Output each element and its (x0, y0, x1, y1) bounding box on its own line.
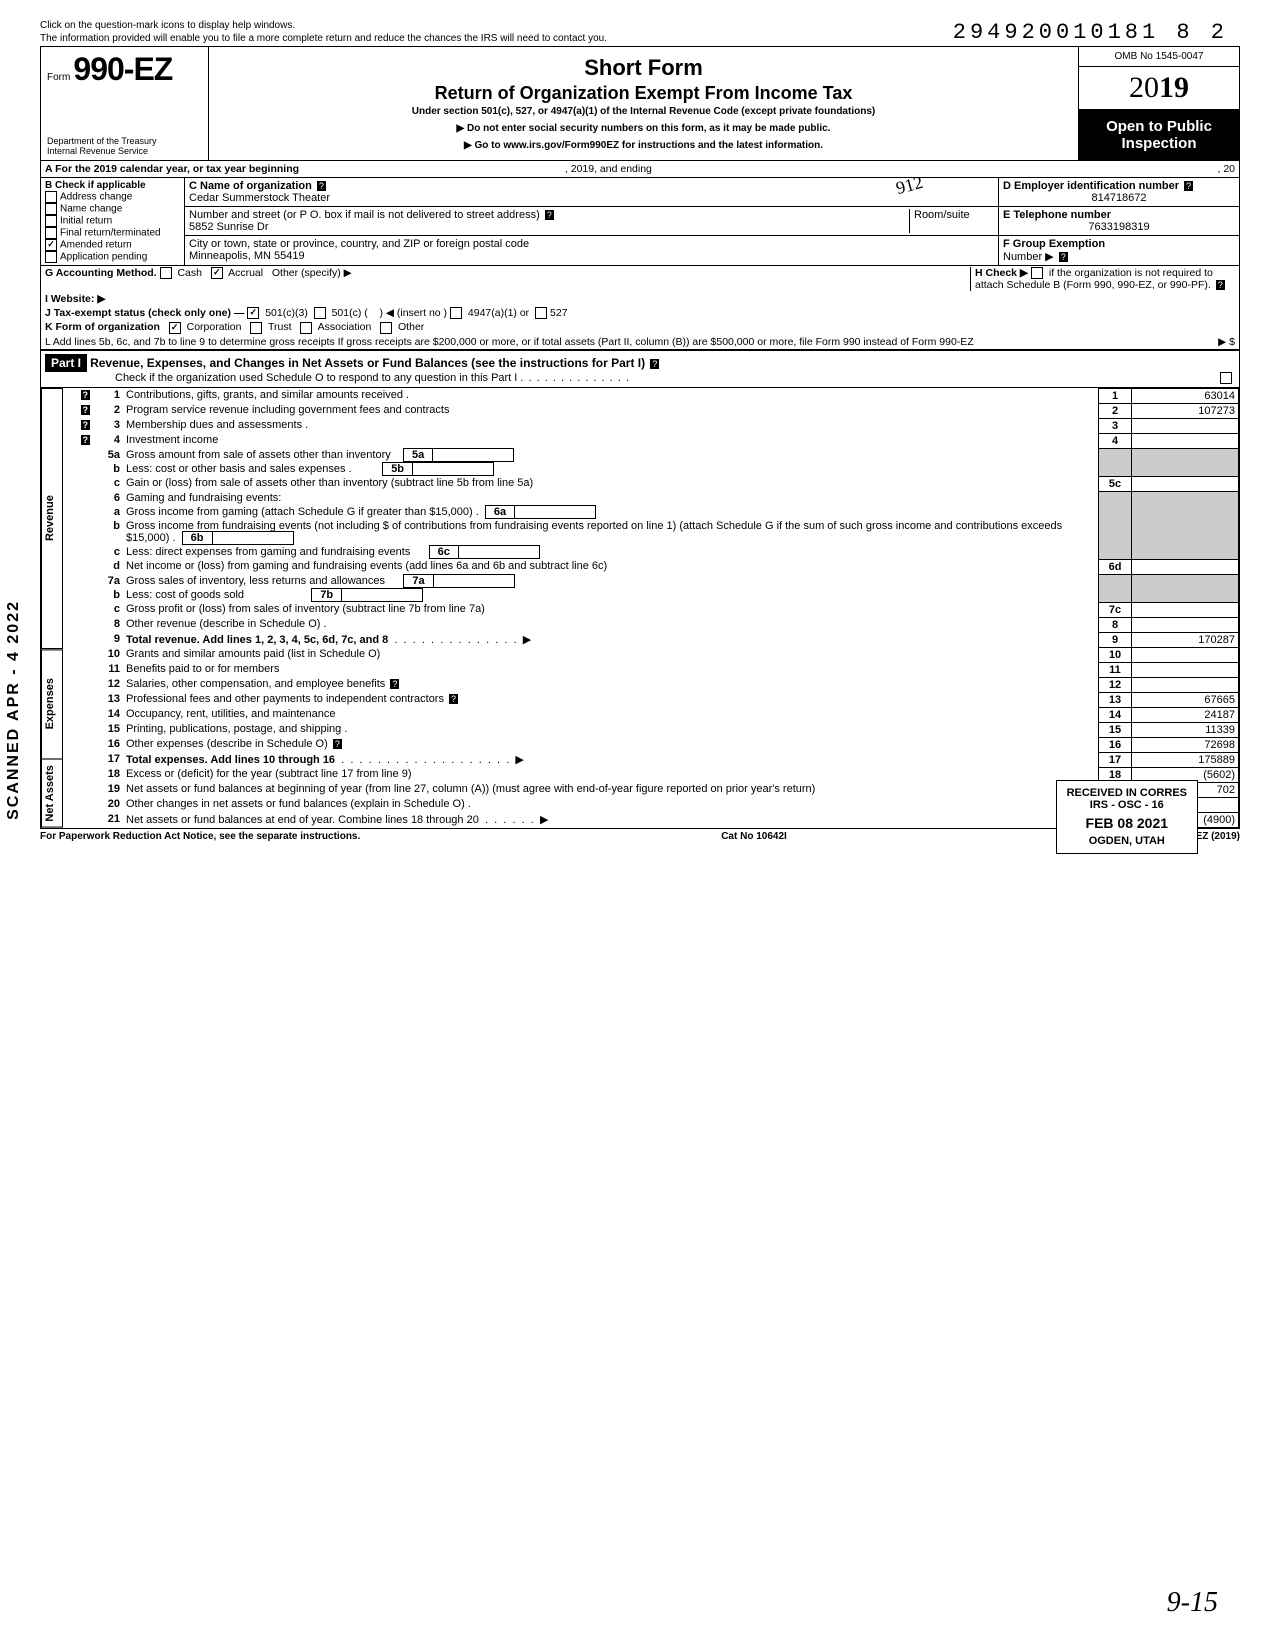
phone-value: 7633198319 (1003, 221, 1235, 233)
chk-name-change[interactable] (45, 203, 57, 215)
warning-ssn: ▶ Do not enter social security numbers o… (217, 123, 1070, 134)
scanned-stamp: SCANNED APR - 4 2022 (5, 600, 23, 820)
title-main: Return of Organization Exempt From Incom… (217, 83, 1070, 104)
section-f-group: F Group Exemption Number ▶ ? (999, 236, 1239, 265)
section-ghijkl: G Accounting Method. Cash Accrual Other … (40, 266, 1240, 350)
section-e-phone: E Telephone number 7633198319 (999, 207, 1239, 236)
omb-number: OMB No 1545-0047 (1079, 47, 1239, 67)
section-c-org-name: C Name of organization ? Cedar Summersto… (185, 178, 998, 207)
title-short-form: Short Form (217, 55, 1070, 81)
chk-501c3[interactable] (247, 307, 259, 319)
side-label-net-assets: Net Assets (41, 759, 63, 828)
form-number: 990-EZ (73, 51, 172, 87)
city-value: Minneapolis, MN 55419 (189, 250, 305, 262)
street-value: 5852 Sunrise Dr (189, 221, 269, 233)
form-label: Form (47, 72, 70, 83)
chk-other-org[interactable] (380, 322, 392, 334)
part-1-header: Part I Revenue, Expenses, and Changes in… (40, 350, 1240, 388)
chk-application-pending[interactable] (45, 251, 57, 263)
section-c-city: City or town, state or province, country… (185, 236, 998, 264)
org-name-value: Cedar Summerstock Theater (189, 192, 330, 204)
chk-address-change[interactable] (45, 191, 57, 203)
section-d-ein: D Employer identification number ? 81471… (999, 178, 1239, 207)
side-label-expenses: Expenses (41, 649, 63, 759)
chk-initial-return[interactable] (45, 215, 57, 227)
instructions-link: ▶ Go to www.irs.gov/Form990EZ for instru… (217, 140, 1070, 151)
chk-corporation[interactable] (169, 322, 181, 334)
chk-4947a1[interactable] (450, 307, 462, 319)
section-c-street: Number and street (or P O. box if mail i… (189, 209, 909, 233)
room-suite: Room/suite (909, 209, 994, 233)
chk-amended-return[interactable] (45, 239, 57, 251)
footer-mid: Cat No 10642I (721, 831, 787, 842)
part-1-body: Revenue Expenses Net Assets ?1Contributi… (40, 388, 1240, 829)
footer-left: For Paperwork Reduction Act Notice, see … (40, 831, 360, 842)
top-serial-number: 294920010181 8 2 (953, 20, 1228, 45)
chk-527[interactable] (535, 307, 547, 319)
form-header: Form 990-EZ Department of the Treasury I… (40, 46, 1240, 160)
title-sub: Under section 501(c), 527, or 4947(a)(1)… (217, 106, 1070, 117)
received-stamp: RECEIVED IN CORRES IRS - OSC - 16 FEB 08… (1056, 780, 1198, 854)
department-label: Department of the Treasury Internal Reve… (47, 136, 202, 156)
chk-final-return[interactable] (45, 227, 57, 239)
section-b-checkboxes: B Check if applicable Address change Nam… (41, 178, 185, 265)
open-to-public: Open to Public Inspection (1079, 110, 1239, 160)
chk-501c[interactable] (314, 307, 326, 319)
chk-schedule-b[interactable] (1031, 267, 1043, 279)
handwritten-note: 9-15 (1167, 1587, 1218, 1619)
lines-table: ?1Contributions, gifts, grants, and simi… (63, 388, 1239, 828)
section-a-tax-year: A For the 2019 calendar year, or tax yea… (40, 160, 1240, 178)
tax-year: 2019 (1079, 67, 1239, 110)
chk-accrual[interactable] (211, 267, 223, 279)
chk-trust[interactable] (250, 322, 262, 334)
side-label-revenue: Revenue (41, 388, 63, 649)
chk-association[interactable] (300, 322, 312, 334)
ein-value: 814718672 (1003, 192, 1235, 204)
section-bcd-grid: B Check if applicable Address change Nam… (40, 178, 1240, 266)
chk-schedule-o-part1[interactable] (1220, 372, 1232, 384)
chk-cash[interactable] (160, 267, 172, 279)
